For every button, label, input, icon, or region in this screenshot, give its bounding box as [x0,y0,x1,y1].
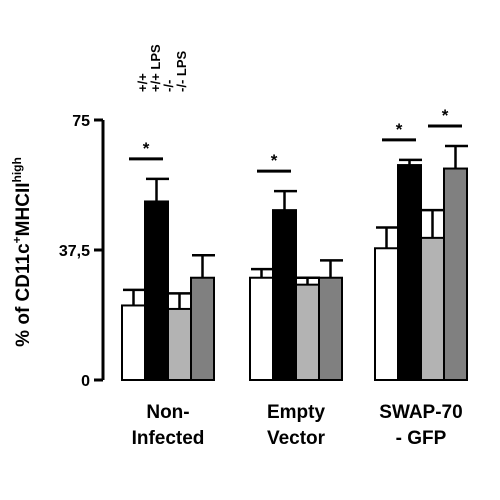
bar [249,276,274,382]
bar [374,247,399,381]
bar [397,164,422,381]
y-tick-label: 0 [81,373,90,390]
bar [295,283,320,381]
x-group-label: Infected [132,428,205,449]
legend-entry: -/- [161,80,176,92]
legend-entry: -/- LPS [174,51,189,92]
bars [121,144,468,382]
bar [443,167,468,381]
x-group-label: - GFP [396,428,447,449]
y-axis-label: % of CD11c+MHCIIhigh [10,157,34,347]
y-tick-label: 75 [72,113,90,130]
bar [272,209,297,381]
legend-entry: +/+ [135,73,150,92]
significance-markers: * * * * [129,106,462,173]
x-group-label: Vector [267,428,326,449]
x-group-label: SWAP-70 [379,402,462,423]
y-axis: 0 37,5 75 [59,113,105,390]
bar [144,200,169,381]
significance-star: * [396,120,403,139]
legend-entry: +/+ LPS [148,44,163,92]
bar [420,236,445,381]
x-axis-labels: Non- Infected Empty Vector SWAP-70 - GFP [132,402,463,449]
x-group-label: Empty [267,402,326,423]
bar [318,276,343,382]
legend: +/++/+ LPS-/--/- LPS [135,44,189,92]
significance-star: * [442,106,449,125]
y-tick-label: 37,5 [59,243,90,260]
bar [190,276,215,382]
significance-star: * [143,139,150,158]
significance-star: * [271,151,278,170]
bar [167,307,192,381]
bar [121,304,146,382]
x-group-label: Non- [146,402,189,423]
